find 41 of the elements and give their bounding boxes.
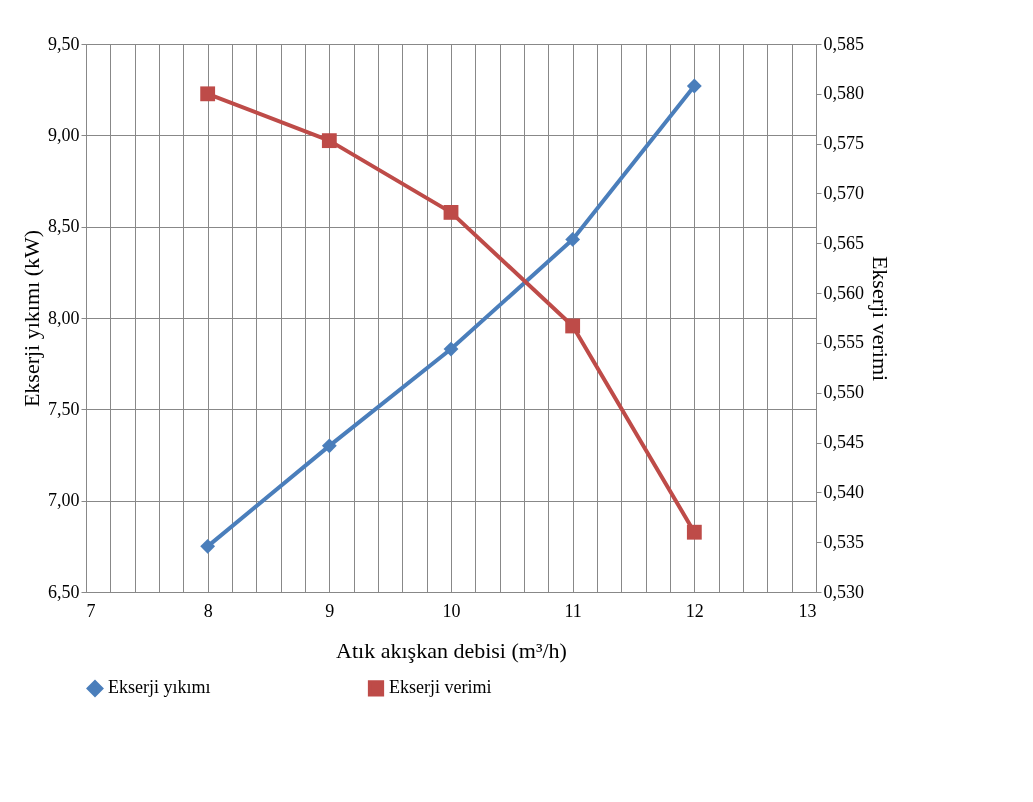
x-tick-label: 11 xyxy=(564,600,582,621)
point xyxy=(321,133,337,149)
y2-tick-label: 0,585 xyxy=(823,33,864,54)
x-tick-label: 7 xyxy=(86,600,96,621)
point xyxy=(565,232,581,247)
y-tick-label: 8,50 xyxy=(48,216,80,237)
x-tick-label: 13 xyxy=(798,600,817,621)
x-axis-title: Atık akışkan debisi (m³/h) xyxy=(336,637,567,663)
y2-tick-label: 0,540 xyxy=(823,481,864,502)
y-tick-label: 7,50 xyxy=(48,398,80,419)
point xyxy=(565,318,581,334)
legend-label: Ekserji yıkımı xyxy=(108,677,211,698)
y2-tick-label: 0,535 xyxy=(823,531,864,552)
y2-tick-label: 0,555 xyxy=(823,332,864,353)
x-tick-label: 9 xyxy=(325,600,335,621)
point xyxy=(443,204,459,220)
point xyxy=(321,438,337,454)
y2-axis-title: Ekserji verimi xyxy=(868,255,893,382)
y2-tick-label: 0,550 xyxy=(823,382,864,403)
y-tick-label: 9,00 xyxy=(48,124,80,145)
x-tick-label: 8 xyxy=(203,600,213,621)
y2-tick-label: 0,545 xyxy=(823,432,864,453)
y-tick-label: 7,00 xyxy=(48,490,80,511)
y-tick-label: 9,50 xyxy=(48,33,80,54)
y2-tick-label: 0,530 xyxy=(823,581,864,602)
y2-tick-label: 0,575 xyxy=(823,133,864,154)
point xyxy=(686,524,702,540)
x-tick-label: 12 xyxy=(685,600,704,621)
y-tick-label: 8,00 xyxy=(48,307,80,328)
y2-tick-label: 0,580 xyxy=(823,83,864,104)
y-axis-title: Ekserji yıkımı (kW) xyxy=(19,229,44,408)
x-tick-label: 10 xyxy=(442,600,461,621)
legend-label: Ekserji verimi xyxy=(389,677,492,698)
y2-tick-label: 0,565 xyxy=(823,232,864,253)
point xyxy=(686,78,702,94)
point xyxy=(443,341,459,357)
y2-tick-label: 0,570 xyxy=(823,182,864,203)
y2-tick-label: 0,560 xyxy=(823,282,864,303)
point xyxy=(200,86,216,102)
y-tick-label: 6,50 xyxy=(48,581,80,602)
point xyxy=(200,538,216,554)
